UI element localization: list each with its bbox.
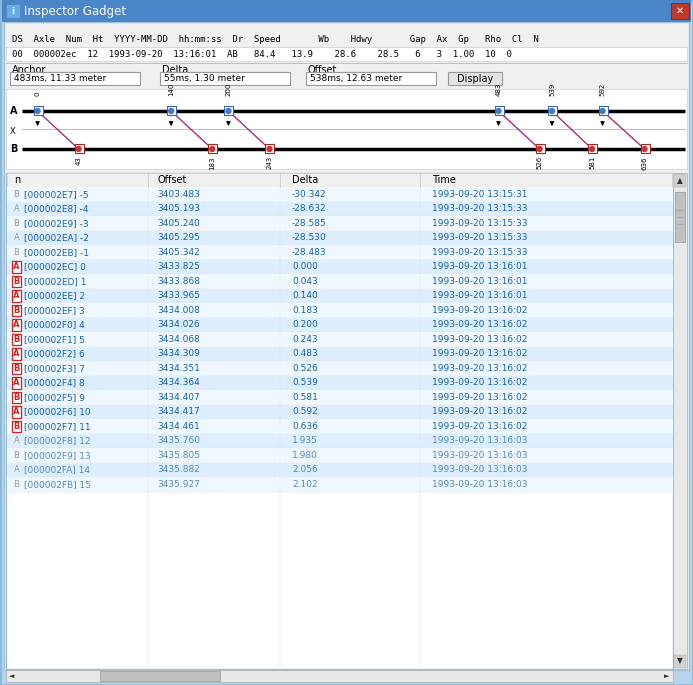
Circle shape: [600, 108, 605, 114]
Text: [000002F3] 7: [000002F3] 7: [24, 364, 85, 373]
Text: [000002EC] 0: [000002EC] 0: [24, 262, 86, 271]
Text: ▲: ▲: [677, 176, 683, 185]
FancyBboxPatch shape: [7, 434, 673, 448]
Text: [000002EE] 2: [000002EE] 2: [24, 291, 85, 300]
Text: 3405.193: 3405.193: [157, 204, 200, 213]
Text: 1993-09-20 13:16:02: 1993-09-20 13:16:02: [432, 393, 527, 401]
FancyBboxPatch shape: [675, 192, 685, 242]
Text: ◄: ◄: [9, 673, 15, 679]
FancyBboxPatch shape: [7, 303, 673, 318]
Text: B: B: [14, 248, 19, 257]
FancyBboxPatch shape: [306, 72, 436, 85]
Text: 1993-09-20 13:16:02: 1993-09-20 13:16:02: [432, 306, 527, 314]
Text: B: B: [13, 306, 19, 314]
Text: 0.636: 0.636: [292, 422, 318, 431]
FancyBboxPatch shape: [33, 106, 42, 115]
FancyBboxPatch shape: [7, 187, 673, 201]
Text: [000002FA] 14: [000002FA] 14: [24, 465, 90, 474]
Text: 1993-09-20 13:16:01: 1993-09-20 13:16:01: [432, 291, 527, 300]
Text: A: A: [14, 465, 19, 474]
Text: 3435.805: 3435.805: [157, 451, 200, 460]
Text: Offset: Offset: [308, 65, 337, 75]
Text: -28.632: -28.632: [292, 204, 326, 213]
Text: 183: 183: [209, 156, 216, 169]
Text: 1993-09-20 13:16:01: 1993-09-20 13:16:01: [432, 262, 527, 271]
FancyBboxPatch shape: [7, 448, 673, 462]
Text: B: B: [14, 219, 19, 227]
FancyBboxPatch shape: [495, 106, 504, 115]
Text: 0.539: 0.539: [292, 378, 318, 387]
FancyBboxPatch shape: [7, 173, 673, 187]
FancyBboxPatch shape: [7, 375, 673, 390]
Text: 1993-09-20 13:15:33: 1993-09-20 13:15:33: [432, 204, 527, 213]
Text: Inspector Gadget: Inspector Gadget: [24, 5, 126, 18]
FancyBboxPatch shape: [12, 392, 21, 403]
Text: 200: 200: [225, 83, 231, 96]
Text: 3433.825: 3433.825: [157, 262, 200, 271]
Text: 538ms, 12.63 meter: 538ms, 12.63 meter: [310, 74, 402, 83]
Text: 0.140: 0.140: [292, 291, 318, 300]
Text: 3405.342: 3405.342: [157, 248, 200, 257]
Text: 3434.417: 3434.417: [157, 408, 200, 416]
Text: A: A: [10, 106, 17, 116]
Text: [000002ED] 1: [000002ED] 1: [24, 277, 87, 286]
Text: DS  Axle  Num  Ht  YYYY-MM-DD  hh:mm:ss  Dr  Speed       Wb    Hdwy       Gap  A: DS Axle Num Ht YYYY-MM-DD hh:mm:ss Dr Sp…: [12, 34, 538, 44]
Text: A: A: [14, 234, 19, 242]
FancyBboxPatch shape: [7, 405, 673, 419]
FancyBboxPatch shape: [2, 0, 691, 22]
Text: [000002E8] -4: [000002E8] -4: [24, 204, 89, 213]
Text: 3434.309: 3434.309: [157, 349, 200, 358]
Text: 1993-09-20 13:16:02: 1993-09-20 13:16:02: [432, 422, 527, 431]
FancyBboxPatch shape: [12, 305, 21, 316]
Text: 00  000002ec  12  1993-09-20  13:16:01  AB   84.4   13.9    28.6    28.5   6   3: 00 000002ec 12 1993-09-20 13:16:01 AB 84…: [12, 49, 512, 58]
Text: A: A: [13, 408, 19, 416]
Text: 483ms, 11.33 meter: 483ms, 11.33 meter: [14, 74, 106, 83]
Text: [000002F2] 6: [000002F2] 6: [24, 349, 85, 358]
FancyBboxPatch shape: [160, 72, 290, 85]
Text: 1993-09-20 13:15:31: 1993-09-20 13:15:31: [432, 190, 527, 199]
FancyBboxPatch shape: [100, 671, 220, 681]
Text: A: A: [14, 204, 19, 213]
Text: [000002F9] 13: [000002F9] 13: [24, 451, 91, 460]
FancyBboxPatch shape: [588, 144, 597, 153]
Text: B: B: [13, 393, 19, 401]
FancyBboxPatch shape: [6, 89, 687, 169]
Text: 483: 483: [495, 83, 502, 96]
Text: ▼: ▼: [677, 656, 683, 666]
Text: 1993-09-20 13:16:03: 1993-09-20 13:16:03: [432, 436, 527, 445]
FancyBboxPatch shape: [6, 47, 687, 61]
Text: A: A: [13, 349, 19, 358]
FancyBboxPatch shape: [265, 144, 274, 153]
Text: 0.183: 0.183: [292, 306, 318, 314]
Text: [000002EB] -1: [000002EB] -1: [24, 248, 89, 257]
Circle shape: [550, 108, 554, 114]
Text: B: B: [14, 451, 19, 460]
Text: [000002EA] -2: [000002EA] -2: [24, 234, 89, 242]
Text: 1993-09-20 13:16:02: 1993-09-20 13:16:02: [432, 335, 527, 344]
FancyBboxPatch shape: [4, 22, 689, 670]
FancyBboxPatch shape: [7, 216, 673, 230]
Text: 1993-09-20 13:15:33: 1993-09-20 13:15:33: [432, 234, 527, 242]
Text: 636: 636: [642, 156, 647, 169]
Circle shape: [642, 147, 647, 151]
Text: 3434.008: 3434.008: [157, 306, 200, 314]
Text: -28.483: -28.483: [292, 248, 326, 257]
Text: B: B: [13, 422, 19, 431]
FancyBboxPatch shape: [208, 144, 217, 153]
FancyBboxPatch shape: [6, 4, 20, 18]
FancyBboxPatch shape: [12, 334, 21, 345]
Text: X: X: [10, 127, 16, 136]
FancyBboxPatch shape: [12, 362, 21, 374]
Text: 1.935: 1.935: [292, 436, 318, 445]
FancyBboxPatch shape: [12, 421, 21, 432]
Text: 3405.240: 3405.240: [157, 219, 200, 227]
FancyBboxPatch shape: [7, 361, 673, 375]
Circle shape: [537, 147, 542, 151]
FancyBboxPatch shape: [6, 670, 673, 682]
FancyBboxPatch shape: [7, 288, 673, 303]
Circle shape: [226, 108, 231, 114]
FancyBboxPatch shape: [673, 173, 687, 669]
Text: ►: ►: [665, 673, 669, 679]
Text: 1993-09-20 13:16:02: 1993-09-20 13:16:02: [432, 378, 527, 387]
